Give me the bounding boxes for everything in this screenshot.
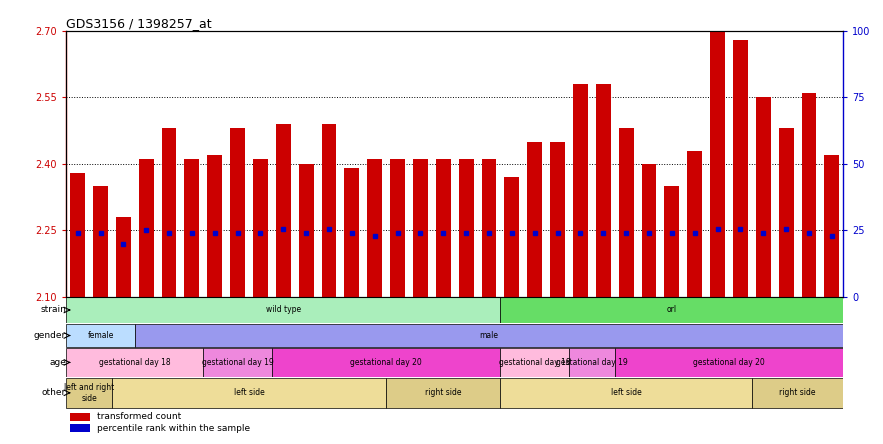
Text: gestational day 20: gestational day 20 — [693, 358, 765, 367]
Bar — [185, 159, 200, 297]
Bar — [66, 297, 501, 323]
Bar — [751, 378, 843, 408]
Bar — [569, 349, 615, 377]
Bar — [230, 128, 245, 297]
Bar — [802, 93, 817, 297]
Bar — [756, 98, 771, 297]
Bar — [504, 177, 519, 297]
Bar — [321, 124, 336, 297]
Bar — [367, 159, 382, 297]
Text: strain: strain — [41, 305, 66, 314]
Bar — [501, 297, 843, 323]
Text: male: male — [479, 331, 499, 340]
Bar — [203, 349, 272, 377]
Bar — [162, 128, 177, 297]
Text: left side: left side — [234, 388, 264, 397]
Text: gestational day 19: gestational day 19 — [556, 358, 628, 367]
Bar — [573, 84, 588, 297]
Bar — [733, 40, 748, 297]
Text: transformed count: transformed count — [97, 412, 182, 421]
Text: female: female — [87, 331, 114, 340]
Bar — [66, 324, 135, 347]
Bar — [344, 168, 359, 297]
Bar — [272, 349, 501, 377]
Text: right side: right side — [425, 388, 462, 397]
Bar — [436, 159, 450, 297]
Text: GDS3156 / 1398257_at: GDS3156 / 1398257_at — [66, 17, 212, 30]
Bar — [139, 159, 154, 297]
Bar — [825, 155, 839, 297]
Bar — [253, 159, 268, 297]
Text: orl: orl — [667, 305, 677, 314]
Bar — [687, 151, 702, 297]
Text: gestational day 18: gestational day 18 — [99, 358, 170, 367]
Text: age: age — [49, 358, 66, 367]
Text: gestational day 20: gestational day 20 — [351, 358, 422, 367]
Bar — [93, 186, 108, 297]
Bar — [66, 378, 112, 408]
Bar — [70, 424, 89, 432]
Bar — [116, 217, 131, 297]
Text: left and right
side: left and right side — [64, 383, 114, 403]
Bar — [527, 142, 542, 297]
Text: gestational day 18: gestational day 18 — [499, 358, 570, 367]
Bar — [70, 412, 89, 420]
Text: right side: right side — [780, 388, 816, 397]
Text: other: other — [42, 388, 66, 397]
Bar — [298, 164, 313, 297]
Bar — [619, 128, 634, 297]
Bar — [710, 31, 725, 297]
Bar — [615, 349, 843, 377]
Text: percentile rank within the sample: percentile rank within the sample — [97, 424, 251, 433]
Bar — [642, 164, 656, 297]
Bar — [71, 173, 85, 297]
Bar — [664, 186, 679, 297]
Bar — [501, 378, 751, 408]
Bar — [112, 378, 386, 408]
Bar — [413, 159, 428, 297]
Bar — [596, 84, 611, 297]
Text: gender: gender — [34, 331, 66, 340]
Bar — [459, 159, 473, 297]
Bar — [66, 349, 203, 377]
Bar — [550, 142, 565, 297]
Bar — [779, 128, 794, 297]
Bar — [501, 349, 569, 377]
Bar — [208, 155, 223, 297]
Bar — [386, 378, 501, 408]
Bar — [390, 159, 405, 297]
Text: gestational day 19: gestational day 19 — [201, 358, 274, 367]
Text: left side: left side — [611, 388, 642, 397]
Text: wild type: wild type — [266, 305, 301, 314]
Bar — [275, 124, 291, 297]
Bar — [481, 159, 496, 297]
